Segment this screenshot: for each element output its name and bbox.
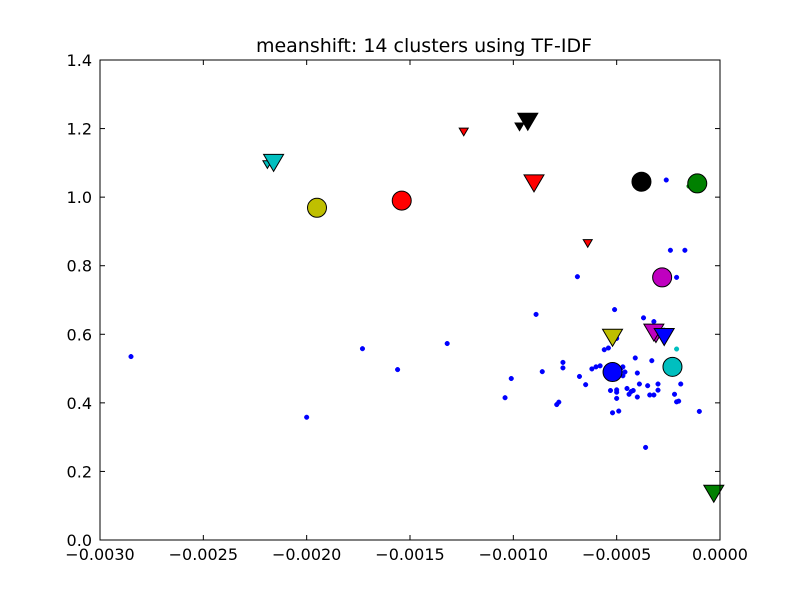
- data-point: [609, 410, 616, 416]
- data-point: [630, 387, 636, 394]
- y-tick-label: 1.0: [67, 188, 92, 207]
- y-tick-label: 0.8: [67, 257, 92, 276]
- data-point: [556, 399, 562, 405]
- cluster-center: [652, 267, 673, 288]
- large-triangle-marker: [516, 112, 539, 132]
- plot-frame: [99, 59, 721, 541]
- data-point: [607, 387, 614, 394]
- data-point: [674, 346, 680, 352]
- large-triangle-marker: [601, 328, 624, 348]
- x-tick-label: −0.0020: [272, 545, 341, 564]
- data-point: [651, 392, 657, 398]
- data-point: [395, 367, 401, 373]
- data-point: [645, 383, 651, 389]
- y-tick-label: 0.2: [67, 462, 92, 481]
- data-point: [583, 382, 589, 388]
- data-point: [696, 408, 702, 414]
- data-point: [624, 385, 630, 392]
- data-point: [539, 369, 545, 375]
- data-point: [651, 319, 657, 325]
- y-tick-label: 0.0: [67, 531, 92, 550]
- data-point: [560, 359, 566, 365]
- data-point: [655, 381, 661, 387]
- small-triangle-marker: [458, 127, 470, 137]
- data-point: [632, 355, 638, 361]
- y-tick-label: 0.4: [67, 394, 92, 413]
- data-point: [128, 354, 134, 360]
- large-triangle-marker: [523, 174, 545, 193]
- x-tick-label: −0.0025: [169, 545, 238, 564]
- x-tick-label: −0.0005: [582, 545, 651, 564]
- data-point: [676, 398, 682, 404]
- data-point: [612, 307, 618, 313]
- cluster-center: [391, 190, 412, 211]
- data-point: [622, 369, 628, 375]
- x-tick-label: −0.0030: [65, 545, 134, 564]
- data-point: [678, 381, 684, 387]
- cluster-center: [602, 362, 623, 382]
- data-point: [636, 381, 642, 387]
- chart-title: meanshift: 14 clusters using TF-IDF: [256, 35, 592, 57]
- data-point: [359, 346, 366, 352]
- data-point: [643, 444, 649, 450]
- data-point: [589, 366, 595, 372]
- data-point: [533, 311, 539, 317]
- data-point: [560, 365, 566, 371]
- small-triangle-marker: [582, 239, 594, 249]
- data-point: [634, 370, 640, 376]
- data-point: [649, 358, 655, 364]
- x-tick-label: 0.0000: [692, 545, 748, 564]
- y-tick-label: 0.6: [67, 325, 92, 344]
- data-point: [502, 395, 508, 401]
- data-point: [614, 389, 620, 395]
- data-point: [663, 177, 669, 183]
- data-point: [640, 315, 647, 321]
- cluster-center: [307, 197, 327, 218]
- data-point: [304, 414, 310, 420]
- data-point: [508, 375, 514, 382]
- cluster-center: [631, 171, 652, 192]
- data-point: [576, 373, 583, 380]
- x-tick-label: −0.0010: [479, 545, 548, 564]
- small-triangle-marker: [514, 122, 525, 132]
- large-triangle-marker: [262, 153, 285, 173]
- large-triangle-marker: [702, 484, 725, 504]
- data-point: [616, 408, 622, 414]
- data-point: [574, 274, 580, 280]
- large-triangle-marker: [653, 328, 676, 347]
- axis-ticks: −0.0030 −0.0025 −0.0020 −0.0015 −0.0010 −0.00…: [65, 51, 748, 564]
- y-tick-label: 1.2: [67, 120, 92, 139]
- plot-area: [100, 60, 720, 540]
- data-point: [655, 387, 661, 393]
- data-point: [682, 247, 688, 253]
- data-point: [671, 391, 678, 397]
- x-tick-label: −0.0015: [375, 545, 444, 564]
- y-tick-label: 1.4: [67, 51, 92, 70]
- data-point: [674, 274, 680, 280]
- data-point: [614, 395, 620, 401]
- cluster-centers: [307, 171, 708, 382]
- data-point: [634, 394, 640, 400]
- data-point: [605, 345, 611, 351]
- cluster-center: [662, 356, 683, 377]
- data-point: [597, 363, 603, 369]
- triangle-markers: [262, 112, 725, 504]
- data-point: [593, 364, 599, 370]
- data-point: [667, 247, 673, 253]
- data-point: [444, 340, 450, 347]
- cluster-center: [687, 173, 708, 194]
